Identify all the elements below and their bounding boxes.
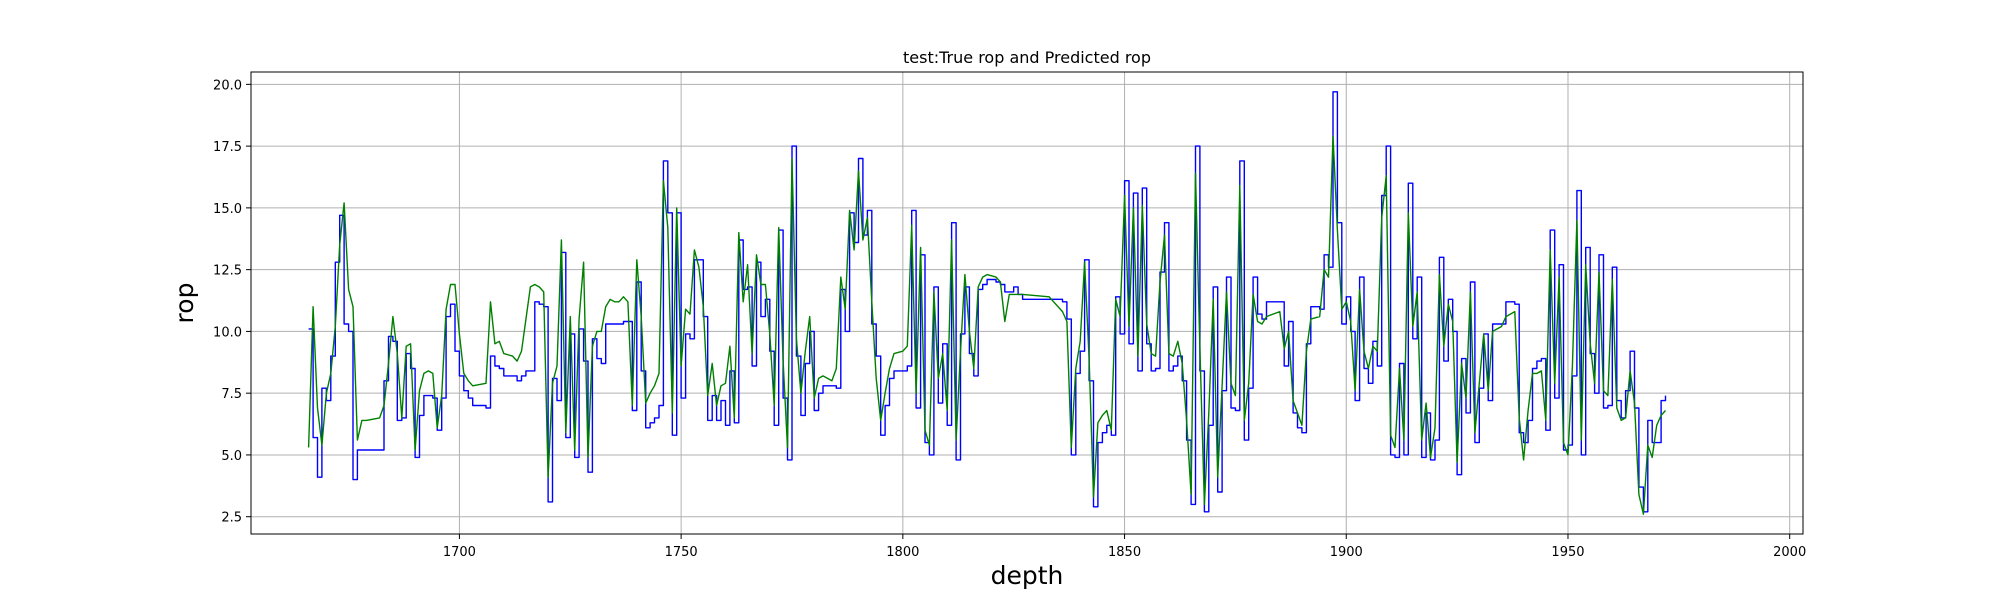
x-axis-label: depth [991, 561, 1064, 590]
series-layer [307, 91, 1667, 515]
x-axis-ticks: 1700 1750 1800 1850 1900 1950 2000 [443, 534, 1806, 560]
y-tick-label: 2.5 [221, 511, 242, 526]
x-tick-label: 1950 [1551, 545, 1584, 560]
chart-title: test:True rop and Predicted rop [903, 48, 1151, 67]
y-tick-label: 7.5 [221, 387, 242, 402]
y-tick-label: 17.5 [213, 140, 242, 155]
x-tick-label: 2000 [1773, 545, 1806, 560]
x-tick-label: 1850 [1108, 545, 1141, 560]
y-axis-label: rop [170, 283, 199, 324]
y-tick-label: 12.5 [213, 264, 242, 279]
x-tick-label: 1900 [1330, 545, 1363, 560]
predicted-rop-series-line [307, 135, 1667, 515]
y-tick-label: 20.0 [213, 78, 242, 93]
grid [251, 72, 1803, 534]
x-tick-label: 1700 [443, 545, 476, 560]
plot-frame [250, 71, 1804, 535]
y-axis-ticks: 2.5 5.0 7.5 10.0 12.5 15.0 17.5 20.0 [213, 78, 251, 526]
y-tick-label: 5.0 [221, 449, 242, 464]
x-tick-label: 1800 [886, 545, 919, 560]
x-tick-label: 1750 [665, 545, 698, 560]
y-tick-label: 15.0 [213, 202, 242, 217]
y-tick-label: 10.0 [213, 325, 242, 340]
